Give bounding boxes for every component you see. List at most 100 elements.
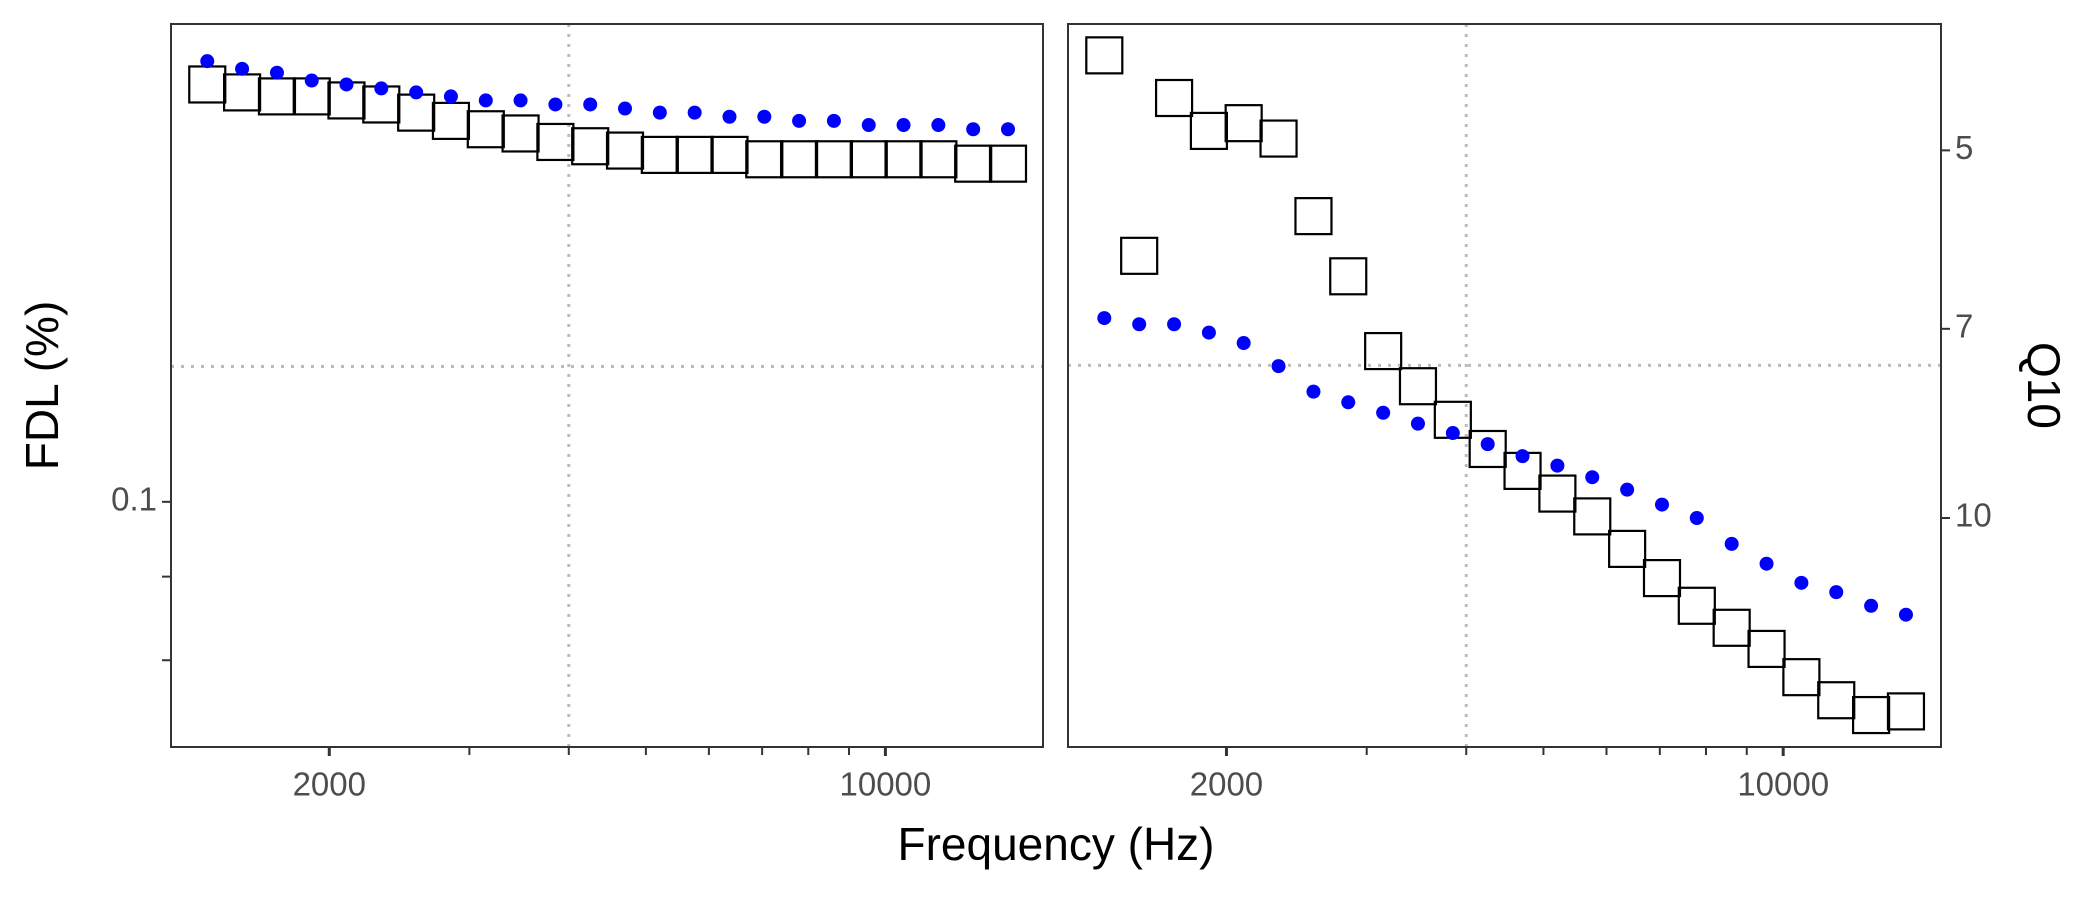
dot-point bbox=[1341, 395, 1356, 410]
y-tick-label: 5 bbox=[1955, 129, 1973, 166]
square-point bbox=[1573, 497, 1612, 536]
dot-point bbox=[861, 118, 876, 133]
dot-point bbox=[1864, 598, 1879, 613]
x-tick-label: 2000 bbox=[1190, 766, 1263, 803]
dot-point bbox=[1271, 359, 1286, 374]
square-point bbox=[954, 144, 993, 183]
square-point bbox=[1189, 111, 1228, 151]
dot-point bbox=[478, 93, 493, 108]
dot-point bbox=[1898, 607, 1913, 622]
square-point bbox=[1538, 474, 1577, 513]
dot-point bbox=[304, 73, 319, 88]
square-point bbox=[1886, 692, 1926, 731]
y-axis-title: Q10 bbox=[2018, 342, 2070, 429]
dot-point bbox=[1515, 449, 1530, 464]
square-point bbox=[1782, 658, 1821, 697]
dot-point bbox=[409, 85, 424, 100]
dot-point bbox=[583, 97, 598, 112]
dot-point bbox=[618, 101, 633, 116]
dot-point bbox=[1445, 426, 1460, 441]
dot-point bbox=[1585, 470, 1600, 485]
square-point bbox=[745, 140, 784, 179]
dot-point bbox=[1306, 384, 1321, 399]
square-point bbox=[1120, 236, 1159, 275]
dot-point bbox=[443, 89, 458, 104]
dot-point bbox=[1689, 510, 1704, 525]
dot-point bbox=[1097, 311, 1112, 326]
dot-point bbox=[339, 77, 354, 92]
y-tick-label: 10 bbox=[1955, 497, 1992, 534]
square-point bbox=[1642, 559, 1682, 598]
dot-point bbox=[1550, 458, 1565, 473]
panel-background bbox=[1068, 24, 1941, 747]
y-axis-title: FDL (%) bbox=[16, 301, 68, 471]
dot-point bbox=[1759, 556, 1774, 571]
square-point bbox=[988, 144, 1028, 183]
square-point bbox=[1085, 36, 1124, 75]
dot-point bbox=[826, 113, 841, 128]
dot-point bbox=[1620, 482, 1635, 497]
square-point bbox=[1677, 586, 1716, 625]
square-point bbox=[1398, 367, 1438, 406]
dot-point bbox=[1376, 405, 1391, 420]
dot-point bbox=[652, 105, 667, 120]
x-tick-label: 10000 bbox=[840, 766, 932, 803]
dot-point bbox=[1410, 416, 1425, 431]
dot-point bbox=[931, 118, 946, 133]
square-point bbox=[605, 131, 645, 170]
dot-point bbox=[757, 109, 772, 124]
dot-point bbox=[792, 113, 807, 128]
panel-border bbox=[1067, 23, 1942, 748]
dot-point bbox=[548, 97, 563, 112]
square-point bbox=[1224, 104, 1263, 143]
dot-point bbox=[513, 93, 528, 108]
square-point bbox=[1817, 681, 1856, 720]
dot-point bbox=[1167, 317, 1182, 332]
dot-point bbox=[1236, 336, 1251, 351]
square-point bbox=[1468, 429, 1507, 469]
square-point bbox=[1154, 78, 1194, 118]
dot-point bbox=[722, 109, 737, 124]
dot-point bbox=[1654, 497, 1669, 512]
square-point bbox=[919, 140, 958, 179]
dot-point bbox=[1480, 437, 1495, 452]
square-point bbox=[814, 140, 854, 179]
y-tick-label: 0.1 bbox=[111, 481, 157, 518]
x-tick-label: 2000 bbox=[293, 766, 366, 803]
square-point bbox=[536, 122, 575, 162]
dot-point bbox=[896, 118, 911, 133]
dot-point bbox=[269, 65, 284, 80]
square-point bbox=[849, 140, 888, 179]
square-point bbox=[501, 114, 540, 153]
square-point bbox=[1747, 629, 1786, 669]
square-point bbox=[675, 135, 714, 175]
square-point bbox=[1329, 257, 1368, 296]
square-point bbox=[571, 127, 610, 166]
dot-point bbox=[374, 81, 389, 96]
dot-point bbox=[1829, 585, 1844, 600]
dot-point bbox=[687, 105, 702, 120]
square-point bbox=[779, 140, 819, 179]
square-point bbox=[1852, 695, 1891, 735]
dot-point bbox=[235, 61, 250, 76]
square-point bbox=[1608, 529, 1647, 568]
dot-point bbox=[1001, 122, 1016, 137]
square-point bbox=[710, 135, 749, 175]
x-tick-label: 10000 bbox=[1737, 766, 1829, 803]
square-point bbox=[1364, 331, 1403, 371]
square-point bbox=[1712, 608, 1751, 647]
square-point bbox=[640, 135, 679, 175]
y-tick-label: 7 bbox=[1955, 308, 1973, 345]
square-point bbox=[1294, 197, 1333, 236]
dot-point bbox=[1201, 325, 1216, 340]
square-point bbox=[466, 110, 505, 149]
dot-point bbox=[1132, 317, 1147, 332]
dot-point bbox=[1794, 575, 1809, 590]
panel-border bbox=[170, 23, 1044, 748]
square-point bbox=[1259, 119, 1298, 158]
dot-point bbox=[200, 54, 215, 69]
dot-point bbox=[1724, 536, 1739, 551]
dot-point bbox=[966, 122, 981, 137]
square-point bbox=[884, 140, 923, 179]
